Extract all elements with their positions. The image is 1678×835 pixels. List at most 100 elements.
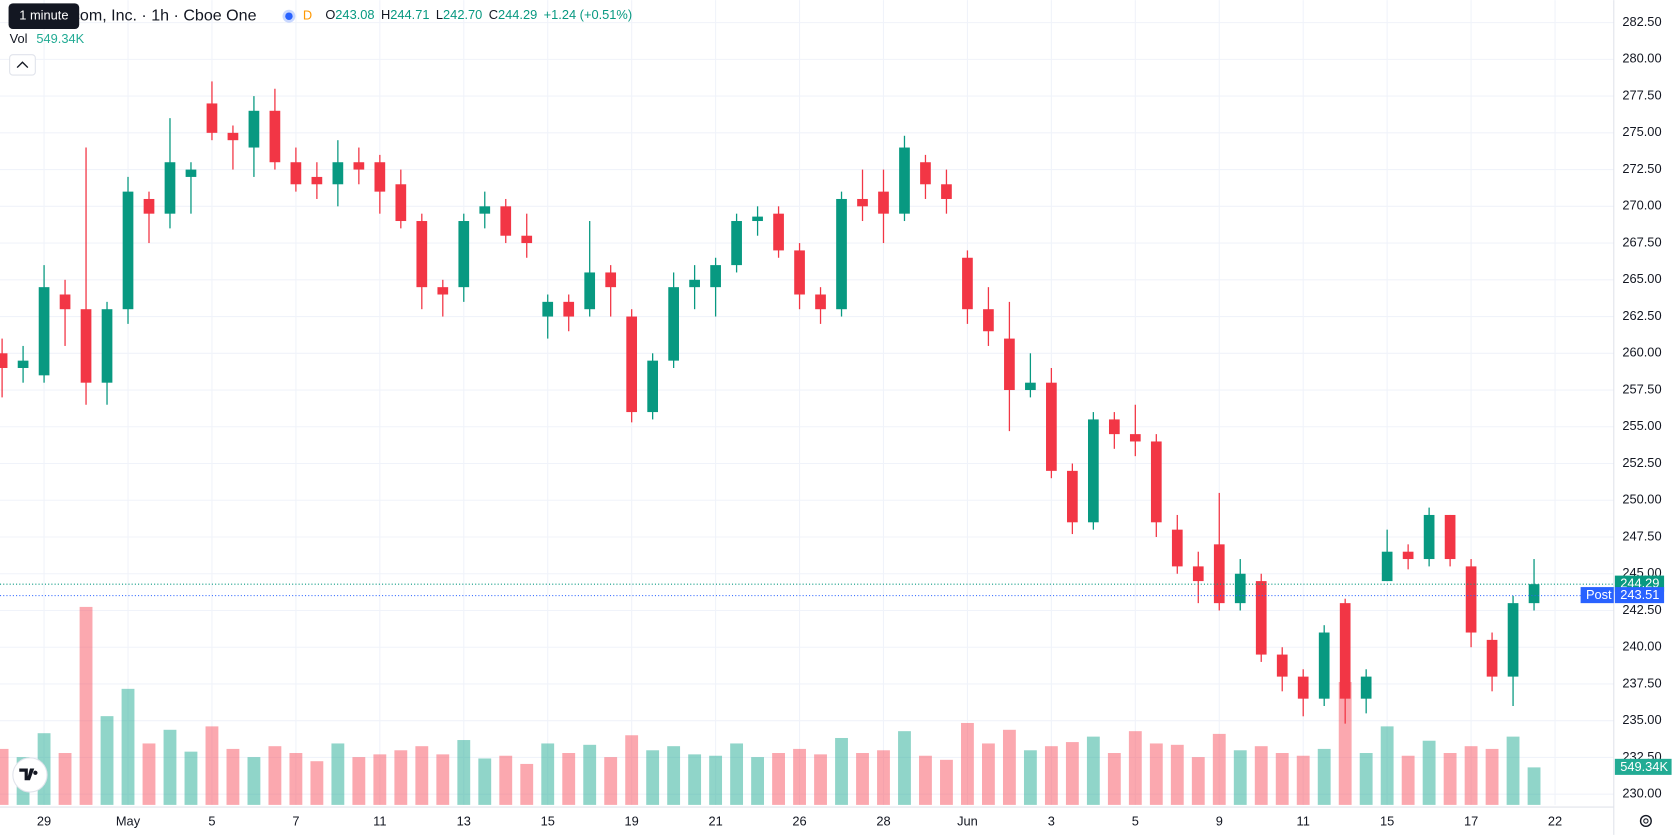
volume-pane	[0, 606, 1541, 805]
candle-body	[164, 162, 176, 214]
delay-badge: D	[303, 8, 312, 23]
candle-body	[1129, 434, 1141, 442]
candle-body	[1025, 382, 1036, 391]
candle-body	[206, 103, 218, 133]
volume-bar	[1296, 755, 1310, 805]
candle-body	[311, 176, 323, 185]
candle-body	[122, 191, 134, 310]
candle-body	[1004, 338, 1015, 391]
volume-bar	[961, 722, 974, 805]
volume-tag-label: 549.34K	[1620, 759, 1668, 774]
volume-bar	[1464, 746, 1478, 805]
volume-bar	[898, 731, 911, 805]
volume-bar	[352, 757, 366, 805]
volume-bar	[709, 755, 723, 805]
collapse-icon	[16, 61, 29, 69]
volume-bar	[562, 753, 576, 805]
volume-bar	[1359, 753, 1373, 805]
x-tick-label: Jun	[957, 813, 978, 828]
candle-body	[1465, 566, 1477, 633]
candle-body	[290, 162, 302, 185]
tv-logo	[12, 757, 48, 793]
x-tick-label: 11	[1297, 813, 1310, 828]
candle-body	[626, 316, 638, 413]
volume-bar	[688, 754, 702, 805]
candle-body	[416, 221, 428, 288]
candle-body	[185, 169, 197, 177]
volume-bar	[499, 755, 513, 805]
candle-body	[1402, 551, 1414, 560]
x-tick-label: 17	[1464, 813, 1478, 828]
volume-bar	[289, 753, 303, 805]
volume-bar	[541, 743, 555, 805]
volume-bar	[457, 740, 471, 805]
volume-bar	[394, 750, 408, 805]
volume-bar	[751, 757, 765, 805]
volume-bar	[1128, 731, 1142, 805]
settings-icon[interactable]	[1639, 814, 1652, 827]
candle-body	[101, 309, 113, 383]
x-tick-label: 22	[1548, 813, 1562, 828]
x-tick-label: 9	[1216, 813, 1223, 828]
volume-bar	[184, 751, 198, 805]
x-tick-label: 5	[1132, 813, 1139, 828]
candle-body	[962, 257, 973, 310]
volume-value: 549.34K	[36, 31, 84, 46]
volume-bar	[772, 753, 785, 805]
volume-bar	[205, 726, 219, 805]
y-tick-label: 275.00	[1622, 124, 1661, 139]
candle-body	[1192, 566, 1204, 582]
volume-bar	[814, 754, 827, 805]
candle-body	[941, 184, 952, 199]
volume-bar	[604, 757, 618, 805]
candle-body	[1087, 419, 1099, 523]
volume-bar	[793, 748, 806, 805]
x-tick-label: 3	[1048, 813, 1055, 828]
candle-body	[1360, 676, 1372, 699]
grid	[0, 0, 1614, 805]
y-tick-label: 240.00	[1622, 639, 1661, 654]
volume-bar	[79, 606, 93, 805]
collapse-button[interactable]	[9, 54, 36, 76]
x-tick-label: 19	[625, 813, 639, 828]
volume-bar	[1002, 729, 1016, 805]
y-tick-label: 255.00	[1622, 418, 1661, 433]
post-label-tag	[1580, 587, 1614, 604]
candle-body	[857, 198, 868, 207]
y-tick-label: 277.50	[1622, 87, 1661, 102]
candle-body	[1067, 470, 1078, 523]
volume-bar	[310, 761, 324, 805]
candle-body	[458, 221, 470, 288]
volume-bar	[1443, 753, 1457, 805]
candle-body	[584, 272, 596, 310]
gear[interactable]	[1639, 814, 1652, 827]
post-label: Post	[1586, 587, 1612, 602]
volume-bar	[0, 748, 9, 805]
y-tick-label: 265.00	[1622, 271, 1661, 286]
candle-body	[1339, 603, 1351, 699]
volume-bar	[121, 688, 135, 805]
candle-body	[878, 191, 889, 214]
logo-mark	[19, 768, 38, 781]
candle-body	[1046, 382, 1057, 471]
volume-bar	[436, 754, 450, 805]
ohlc-key: O	[325, 8, 335, 23]
volume-bar	[1170, 744, 1184, 805]
volume-bar	[877, 750, 890, 805]
candle-body	[227, 132, 239, 141]
candle-body	[1276, 654, 1288, 677]
candle-body	[1528, 584, 1540, 604]
volume-bar	[247, 757, 261, 805]
candle-body	[1444, 514, 1456, 560]
x-tick-label: 11	[373, 813, 386, 828]
y-tick-label: 282.50	[1622, 14, 1661, 29]
y-tick-label: 242.50	[1622, 602, 1661, 617]
candle-body	[815, 294, 826, 310]
y-tick-label: 252.50	[1622, 455, 1661, 470]
y-tick-label: 280.00	[1622, 51, 1661, 66]
candle-body	[1507, 603, 1519, 677]
x-tick-label: 26	[792, 813, 806, 828]
y-tick-label: 262.50	[1622, 308, 1661, 323]
candle-body	[836, 198, 847, 310]
